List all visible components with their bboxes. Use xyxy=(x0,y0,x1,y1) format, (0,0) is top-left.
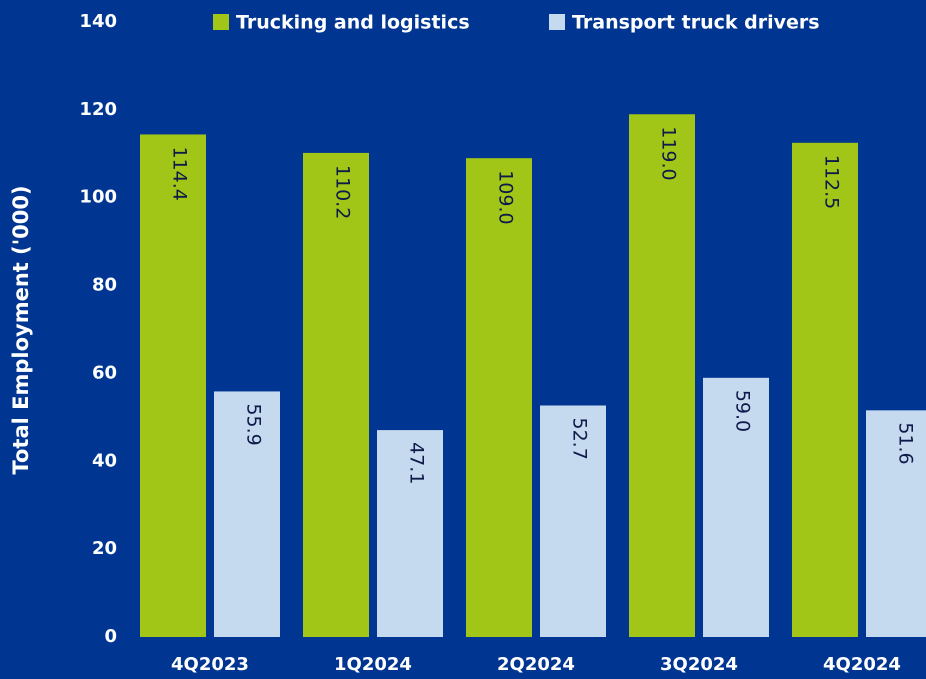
bar xyxy=(792,142,858,637)
value-label: 110.2 xyxy=(332,165,354,219)
bar xyxy=(540,405,606,637)
x-tick-label: 2Q2024 xyxy=(497,654,575,675)
y-tick-label: 60 xyxy=(92,362,117,383)
y-tick-label: 20 xyxy=(92,538,117,559)
y-tick-label: 80 xyxy=(92,275,117,296)
legend-label: Trucking and logistics xyxy=(236,12,470,34)
bar xyxy=(140,134,206,637)
x-tick-label: 4Q2024 xyxy=(823,654,901,675)
value-label: 119.0 xyxy=(658,126,680,180)
value-label: 59.0 xyxy=(732,390,754,432)
legend-swatch xyxy=(549,14,565,30)
value-label: 52.7 xyxy=(569,417,591,459)
bar xyxy=(629,114,695,637)
bar xyxy=(377,430,443,637)
value-label: 112.5 xyxy=(821,155,843,209)
y-tick-label: 140 xyxy=(79,11,117,32)
value-label: 55.9 xyxy=(243,403,265,445)
bar xyxy=(866,410,926,637)
bar xyxy=(703,377,769,637)
value-label: 47.1 xyxy=(406,442,428,484)
bar xyxy=(214,391,280,637)
legend-swatch xyxy=(213,14,229,30)
value-label: 109.0 xyxy=(495,170,517,224)
y-axis-title: Total Employment ('000) xyxy=(9,185,33,474)
x-tick-label: 1Q2024 xyxy=(334,654,412,675)
value-label: 114.4 xyxy=(169,146,191,200)
x-tick-label: 3Q2024 xyxy=(660,654,738,675)
y-tick-label: 120 xyxy=(79,99,117,120)
bar xyxy=(303,152,369,637)
legend-label: Transport truck drivers xyxy=(572,12,820,34)
y-tick-label: 40 xyxy=(92,450,117,471)
value-label: 51.6 xyxy=(895,422,917,464)
x-tick-label: 4Q2023 xyxy=(171,654,249,675)
y-tick-label: 100 xyxy=(79,187,117,208)
bar xyxy=(466,158,532,637)
y-tick-label: 0 xyxy=(104,626,117,647)
